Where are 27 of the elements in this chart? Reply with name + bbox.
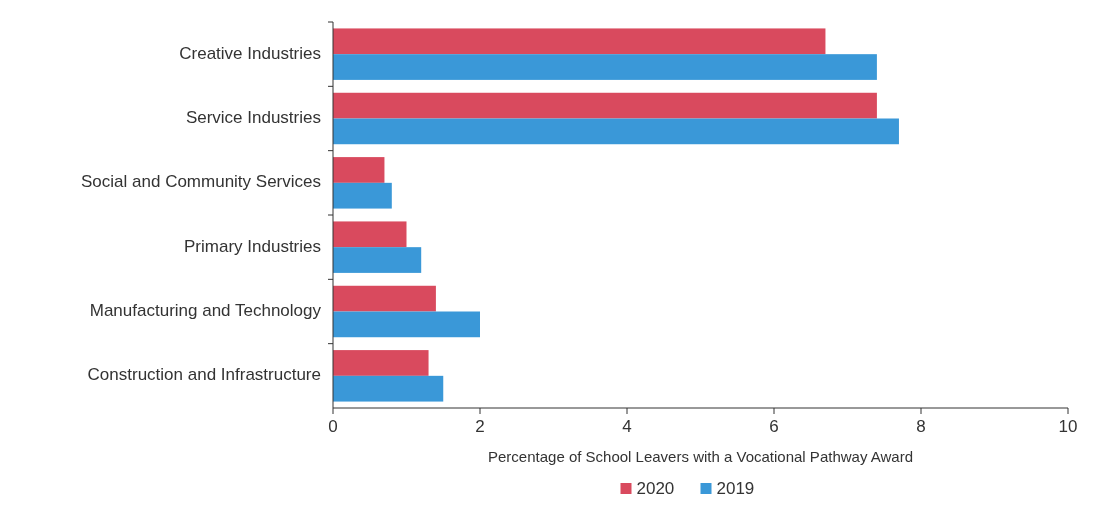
x-tick-label: 8 <box>916 417 926 436</box>
x-tick-label: 4 <box>622 417 632 436</box>
x-tick-label: 6 <box>769 417 779 436</box>
bar <box>333 285 436 312</box>
bar <box>333 221 407 248</box>
bar <box>333 350 429 376</box>
y-tick-label: Manufacturing and Technology <box>89 300 322 320</box>
x-tick-label: 2 <box>475 417 485 436</box>
y-tick-label: Service Industries <box>185 107 321 127</box>
bar <box>333 157 385 183</box>
y-tick-label: Construction and Infrastructure <box>87 365 321 385</box>
y-tick-label: Primary Industries <box>184 236 321 256</box>
y-tick-label: Creative Industries <box>179 43 321 63</box>
bar <box>333 54 877 80</box>
legend-label: 2020 <box>636 479 675 498</box>
bar <box>333 182 392 209</box>
x-axis-title: Percentage of School Leavers with a Vocational Pathway Award <box>488 448 913 465</box>
x-tick-label: 0 <box>328 417 338 436</box>
bar <box>333 28 826 55</box>
bar <box>333 92 877 119</box>
bar <box>333 247 422 273</box>
y-tick-label: Social and Community Services <box>81 172 321 192</box>
legend-label: 2019 <box>716 479 755 498</box>
bar <box>333 311 480 338</box>
bar <box>333 118 899 145</box>
x-tick-label: 10 <box>1058 417 1078 436</box>
bar <box>333 375 444 402</box>
